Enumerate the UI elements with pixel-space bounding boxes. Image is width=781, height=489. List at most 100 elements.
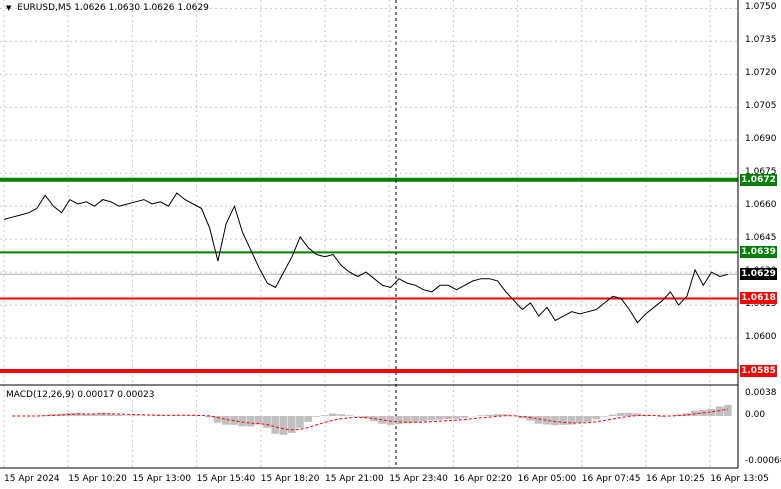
macd-histogram-bar (707, 408, 716, 416)
macd-histogram-bar (460, 416, 469, 418)
macd-histogram-bar (592, 416, 600, 420)
macd-histogram-bar (90, 414, 99, 416)
macd-histogram-bar (551, 416, 559, 426)
macd-tick-label: -0.00068 (745, 456, 781, 466)
macd-histogram-bar (296, 416, 304, 428)
macd-histogram-bar (378, 416, 387, 424)
macd-histogram-bar (403, 416, 411, 424)
time-tick-label: 15 Apr 13:00 (132, 474, 192, 484)
macd-histogram-bar (542, 416, 551, 425)
macd-pane (12, 404, 732, 435)
macd-histogram-bar (608, 414, 617, 416)
macd-histogram-bar (444, 416, 452, 419)
price-tick-label: 1.0645 (745, 233, 777, 244)
time-tick-label: 16 Apr 07:45 (581, 474, 641, 484)
ohlc-values: 1.0626 1.0630 1.0626 1.0629 (74, 3, 209, 13)
macd-histogram-bar (559, 416, 568, 425)
macd-histogram-bar (320, 415, 329, 416)
macd-histogram-bar (263, 416, 271, 428)
macd-histogram-bar (172, 415, 181, 416)
macd-histogram-bar (131, 415, 140, 416)
price-tick-label: 1.0720 (745, 68, 777, 79)
price-tick-label: 1.0735 (745, 35, 777, 46)
macd-histogram-bar (485, 414, 494, 416)
macd-histogram-bar (616, 412, 625, 416)
macd-histogram-bar (633, 413, 642, 416)
macd-histogram-bar (419, 416, 428, 422)
time-tick-label: 15 Apr 2024 (4, 474, 60, 484)
macd-histogram-bar (205, 416, 214, 418)
time-tick-label: 16 Apr 10:25 (646, 474, 705, 484)
macd-histogram-bar (493, 414, 502, 416)
macd-histogram-bar (328, 413, 337, 416)
chart-grid (0, 0, 738, 468)
macd-histogram-bar (361, 416, 370, 419)
price-tick-label: 1.0675 (745, 167, 777, 178)
time-tick-label: 15 Apr 21:00 (325, 474, 384, 484)
macd-histogram-bar (386, 416, 395, 425)
macd-histogram-bar (658, 416, 666, 418)
macd-histogram-bar (477, 415, 485, 416)
support-resistance-levels (0, 177, 738, 373)
macd-histogram-bar (271, 416, 280, 434)
macd-histogram-bar (98, 412, 107, 416)
macd-histogram-bar (435, 416, 444, 420)
time-tick-label: 15 Apr 10:20 (68, 474, 127, 484)
macd-histogram-bar (682, 413, 691, 416)
macd-header: MACD(12,26,9) 0.00017 0.00023 (6, 390, 155, 400)
time-tick-label: 15 Apr 18:20 (260, 474, 320, 484)
macd-histogram-bar (526, 416, 535, 421)
macd-histogram-bar (337, 414, 345, 416)
macd-histogram-bar (279, 416, 288, 435)
price-tick-label: 1.0750 (745, 2, 777, 13)
time-tick-label: 16 Apr 02:20 (453, 474, 513, 484)
macd-histogram-bar (106, 413, 115, 416)
symbol-name: EURUSD,M5 (17, 3, 72, 13)
macd-histogram-bar (394, 416, 403, 425)
macd-histogram-bar (575, 416, 584, 423)
price-tick-label: 1.0690 (745, 134, 777, 145)
macd-histogram-bar (534, 416, 543, 424)
macd-histogram-bar (625, 412, 633, 416)
macd-signal-line (12, 408, 729, 431)
macd-histogram-bar (584, 416, 592, 422)
macd-tick-label: 0.0038 (745, 388, 777, 398)
price-tick-label: 1.0660 (745, 200, 777, 211)
macd-histogram-bar (501, 414, 510, 416)
macd-histogram-bar (222, 416, 230, 425)
price-series (3, 192, 729, 324)
macd-histogram-bar (370, 416, 378, 422)
price-line (3, 192, 729, 324)
time-tick-label: 15 Apr 23:40 (389, 474, 448, 484)
macd-histogram-bar (304, 416, 313, 422)
macd-histogram-bar (238, 416, 247, 427)
macd-histogram-bar (213, 416, 222, 423)
macd-histogram-bar (518, 416, 526, 419)
symbol-header: ▼ EURUSD,M5 1.0626 1.0630 1.0626 1.0629 (6, 3, 209, 13)
macd-histogram-bar (690, 410, 699, 416)
macd-histogram-bar (287, 416, 296, 433)
level-price-tag: 1.0639 (740, 246, 777, 259)
macd-histogram-bar (353, 416, 362, 417)
macd-histogram-bar (115, 414, 123, 416)
macd-histogram-bar (312, 416, 321, 417)
macd-histogram-bar (254, 416, 263, 425)
time-tick-label: 16 Apr 13:05 (710, 474, 769, 484)
level-price-tag: 1.0585 (740, 365, 777, 377)
macd-histogram-bar (567, 416, 576, 425)
price-tick-label: 1.0600 (745, 332, 777, 343)
current-price-tag: 1.0629 (740, 268, 777, 281)
time-tick-label: 16 Apr 05:00 (517, 474, 577, 484)
macd-histogram-bar (427, 416, 436, 421)
macd-histogram-bar (452, 416, 461, 419)
macd-tick-label: 0.00 (745, 410, 766, 420)
time-tick-label: 15 Apr 15:40 (196, 474, 256, 484)
macd-histogram-bar (715, 406, 724, 416)
macd-histogram-bar (411, 416, 419, 423)
macd-histogram-bar (57, 413, 66, 416)
macd-histogram-bar (82, 413, 90, 416)
level-price-tag: 1.0672 (740, 173, 777, 186)
dropdown-triangle-icon[interactable]: ▼ (6, 4, 12, 12)
level-price-tag: 1.0618 (740, 292, 777, 305)
